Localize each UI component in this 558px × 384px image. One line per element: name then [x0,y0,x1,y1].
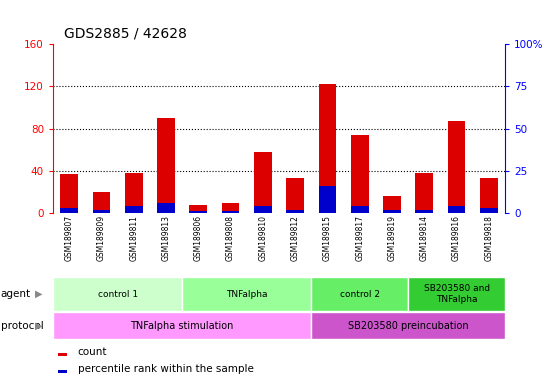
Bar [408,277,505,311]
Bar [57,353,67,356]
Bar [222,203,239,213]
Bar [351,135,369,213]
Text: percentile rank within the sample: percentile rank within the sample [78,364,254,374]
Bar [383,210,401,213]
Text: GSM189811: GSM189811 [129,215,138,261]
Text: GSM189814: GSM189814 [420,215,429,261]
Bar [93,192,110,213]
Bar [157,118,175,213]
Text: GSM189809: GSM189809 [97,215,106,261]
Bar [415,173,433,213]
Bar [53,312,311,339]
Bar [415,210,433,213]
Bar [125,206,143,213]
Bar [60,208,78,213]
Text: control 1: control 1 [98,290,138,299]
Text: GSM189807: GSM189807 [65,215,74,261]
Bar [319,186,336,213]
Bar [311,312,505,339]
Bar [448,206,465,213]
Text: control 2: control 2 [340,290,379,299]
Text: GSM189806: GSM189806 [194,215,203,261]
Bar [189,205,207,213]
Text: ▶: ▶ [35,289,42,299]
Text: protocol: protocol [1,321,44,331]
Bar [351,206,369,213]
Bar [189,212,207,213]
Text: GSM189818: GSM189818 [484,215,493,261]
Bar [60,174,78,213]
Text: GSM189808: GSM189808 [226,215,235,261]
Bar [57,370,67,373]
Bar [383,196,401,213]
Text: SB203580 preincubation: SB203580 preincubation [348,321,469,331]
Text: GSM189817: GSM189817 [355,215,364,261]
Text: TNFalpha: TNFalpha [226,290,267,299]
Bar [254,152,272,213]
Text: agent: agent [1,289,31,299]
Bar [125,173,143,213]
Text: GSM189810: GSM189810 [258,215,267,261]
Bar [254,206,272,213]
Bar [448,121,465,213]
Text: GSM189815: GSM189815 [323,215,332,261]
Bar [286,210,304,213]
Text: GSM189813: GSM189813 [161,215,171,261]
Bar [182,277,311,311]
Text: SB203580 and
TNFalpha: SB203580 and TNFalpha [424,285,489,304]
Bar [480,178,498,213]
Text: GSM189812: GSM189812 [291,215,300,261]
Text: GDS2885 / 42628: GDS2885 / 42628 [64,26,187,40]
Bar [93,210,110,213]
Bar [311,277,408,311]
Text: count: count [78,347,107,357]
Text: TNFalpha stimulation: TNFalpha stimulation [131,321,234,331]
Text: GSM189816: GSM189816 [452,215,461,261]
Text: GSM189819: GSM189819 [387,215,397,261]
Bar [53,277,182,311]
Text: ▶: ▶ [35,321,42,331]
Bar [319,84,336,213]
Bar [157,203,175,213]
Bar [222,212,239,213]
Bar [480,208,498,213]
Bar [286,178,304,213]
